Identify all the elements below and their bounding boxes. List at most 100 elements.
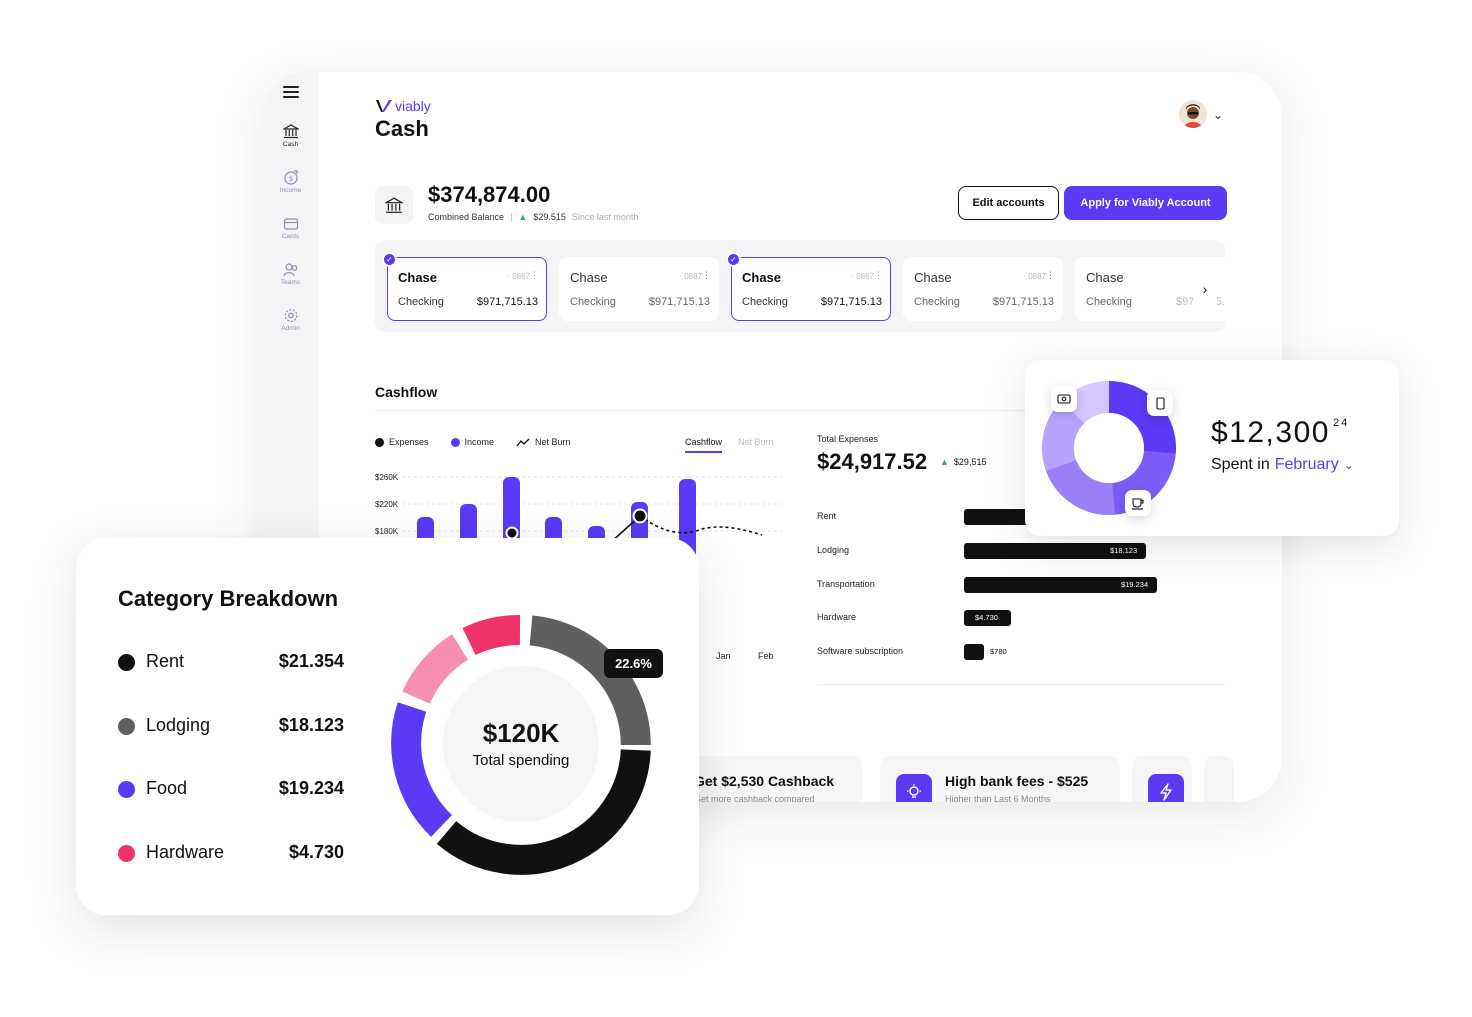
- account-number: · 0867: [679, 272, 702, 281]
- legend-label: Income: [464, 437, 495, 447]
- balance-subline: Combined Balance | ▲ $29.515 Since last …: [428, 212, 638, 222]
- bank-icon: [282, 124, 299, 139]
- expense-value: $18.123: [1110, 546, 1138, 555]
- lightning-icon: [1148, 774, 1184, 802]
- promo-subtitle: Higher than Last 6 Months: [945, 794, 1051, 802]
- expense-value: $4.730: [975, 613, 998, 622]
- legend-label: Expenses: [389, 437, 429, 447]
- x-tick-label: Feb: [758, 651, 774, 661]
- donut-segment: [1111, 450, 1176, 515]
- account-card[interactable]: ✓ Chase · 0867 ⋮ Checking $971,715.13: [726, 252, 891, 321]
- account-card[interactable]: Chase · 0867 ⋮ Checking $971,715.13: [559, 257, 719, 321]
- chevron-down-icon[interactable]: ⌄: [1343, 458, 1354, 472]
- donut-segment: [1046, 459, 1115, 515]
- edit-accounts-button[interactable]: Edit accounts: [958, 186, 1059, 220]
- category-value: $18.123: [278, 715, 344, 735]
- spending-donut: [1042, 381, 1176, 515]
- avatar-image-icon: [1184, 104, 1202, 128]
- category-row: Lodging $18.123: [118, 713, 344, 737]
- cash-icon: [1051, 386, 1077, 412]
- viably-logo-icon: [376, 100, 392, 112]
- more-options-icon[interactable]: ⋮: [530, 270, 539, 280]
- spending-prefix: Spent in: [1211, 456, 1270, 473]
- expense-bar: [964, 610, 1011, 626]
- sidebar-item-admin[interactable]: Admin: [262, 308, 319, 332]
- account-number: · 0867: [851, 272, 874, 281]
- donut-hole: [1074, 413, 1144, 483]
- more-options-icon[interactable]: ⋮: [1046, 270, 1055, 280]
- account-card[interactable]: ✓ Chase · 0867 ⋮ Checking $971,715.13: [382, 252, 547, 321]
- expense-row: Transportation $19.234: [817, 577, 1237, 593]
- promo-card[interactable]: [1132, 756, 1192, 802]
- accounts-carousel: ✓ Chase · 0867 ⋮ Checking $971,715.13 Ch…: [375, 240, 1225, 332]
- expense-name: Hardware: [817, 612, 857, 622]
- account-number: · 0867: [1023, 272, 1046, 281]
- total-expenses-label: Total Expenses: [817, 434, 879, 444]
- promo-subtitle: Get more cashback compared: [694, 794, 815, 802]
- account-type: Checking: [1086, 296, 1132, 308]
- sidebar-item-label: Cash: [282, 141, 299, 148]
- account-bank: Chase: [914, 270, 952, 285]
- sidebar-item-income[interactable]: $ Income: [262, 170, 319, 194]
- spending-amount-cents: 24: [1332, 417, 1350, 429]
- y-tick-label: $260K: [375, 473, 399, 482]
- chevron-right-icon[interactable]: ›: [1193, 257, 1217, 321]
- sidebar-item-label: Income: [279, 187, 302, 194]
- chevron-down-icon[interactable]: ⌄: [1213, 108, 1224, 122]
- account-bank: Chase: [742, 270, 782, 285]
- legend-dot: [450, 437, 460, 447]
- promo-card[interactable]: [1204, 756, 1234, 802]
- card-icon: [283, 218, 298, 230]
- account-number: · 0867: [507, 272, 530, 281]
- avatar[interactable]: [1179, 100, 1207, 128]
- divider: [817, 684, 1225, 685]
- sidebar-item-cards[interactable]: Cards: [262, 217, 319, 240]
- donut-segment: [1042, 400, 1085, 471]
- team-icon: [282, 263, 297, 277]
- apply-account-button[interactable]: Apply for Viably Account: [1064, 186, 1227, 220]
- gear-icon: [284, 309, 297, 322]
- bank-fees-promo[interactable]: High bank fees - $525 Higher than Last 6…: [880, 756, 1120, 802]
- account-bank: Chase: [570, 270, 608, 285]
- menu-icon[interactable]: [283, 86, 299, 98]
- donut-segment: [1108, 381, 1176, 454]
- account-type: Checking: [914, 296, 960, 308]
- total-spending-value: $120K: [482, 718, 560, 748]
- combined-balance-value: $374,874.00: [428, 182, 551, 207]
- category-dot: [118, 845, 135, 862]
- spending-amount-main: $12,300: [1211, 416, 1330, 449]
- brand-name: viably: [395, 98, 431, 114]
- month-selector[interactable]: February: [1274, 456, 1339, 473]
- expense-name: Transportation: [817, 579, 875, 589]
- income-icon: $: [283, 170, 298, 185]
- sidebar-item-label: Admin: [281, 325, 300, 332]
- category-row: Hardware $4.730: [118, 840, 344, 864]
- donut-segment-rent: [436, 748, 651, 875]
- category-dot: [118, 718, 135, 735]
- category-name: Rent: [146, 651, 185, 671]
- sidebar-item-label: Cards: [281, 233, 300, 240]
- trend-up-icon: ▲: [940, 457, 949, 467]
- account-type: Checking: [398, 296, 444, 308]
- sidebar-item-teams[interactable]: Teams: [262, 262, 319, 286]
- tab-net-burn[interactable]: Net Burn: [738, 437, 774, 447]
- category-dot: [118, 654, 135, 671]
- category-row: Rent $21.354: [118, 649, 344, 673]
- divider: |: [510, 212, 513, 222]
- account-card[interactable]: Chase · 0867 ⋮ Checking $971,715.13: [903, 257, 1063, 321]
- net-burn-point: [505, 526, 519, 540]
- category-row: Food $19.234: [118, 776, 344, 800]
- category-value: $4.730: [288, 842, 344, 862]
- cashflow-tabs: Cashflow Net Burn: [685, 437, 774, 453]
- sidebar-item-cash[interactable]: Cash: [262, 124, 319, 148]
- more-options-icon[interactable]: ⋮: [874, 270, 883, 280]
- bank-tile: [375, 186, 413, 224]
- category-breakdown-card: Category Breakdown Rent $21.354 Lodging …: [76, 538, 699, 915]
- category-value: $19.234: [278, 778, 344, 798]
- tab-cashflow[interactable]: Cashflow: [685, 437, 723, 453]
- more-options-icon[interactable]: ⋮: [702, 270, 711, 280]
- trend-line-icon: [516, 438, 530, 446]
- promo-title: Get $2,530 Cashback: [694, 773, 835, 789]
- net-burn-projection: [639, 515, 763, 536]
- expense-row: Lodging $18.123: [817, 543, 1237, 559]
